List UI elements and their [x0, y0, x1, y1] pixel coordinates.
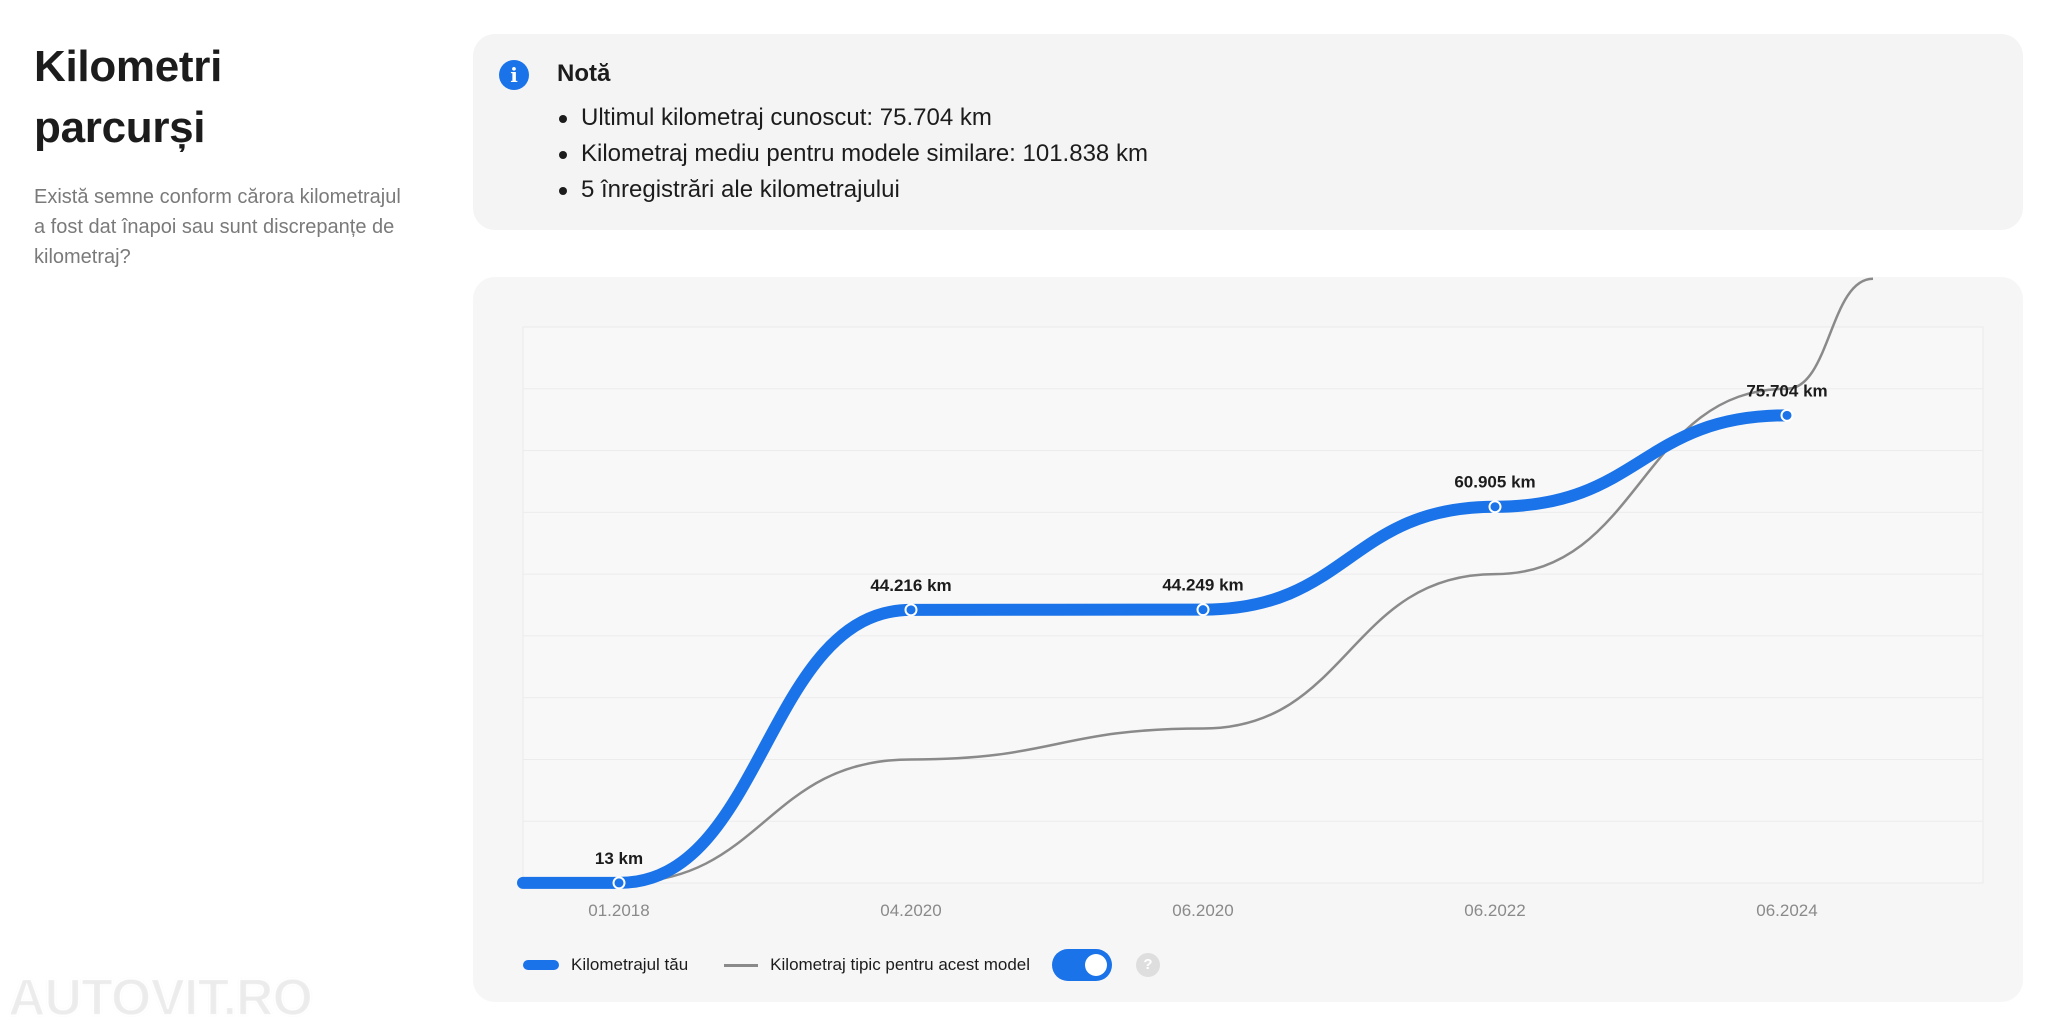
page-title: Kilometri parcurși	[34, 36, 434, 158]
typical-series	[618, 277, 1874, 885]
data-label: 13 km	[595, 849, 643, 868]
data-point	[1488, 500, 1502, 514]
legend-label-your-mileage: Kilometrajul tău	[571, 955, 689, 974]
note-title: Notă	[557, 60, 611, 87]
page-title-line2: parcurși	[34, 103, 206, 152]
chart-legend: Kilometrajul tău Kilometraj tipic pentru…	[523, 947, 1161, 983]
note-panel: i Notă Ultimul kilometraj cunoscut: 75.7…	[473, 34, 2023, 230]
data-point	[612, 876, 626, 890]
x-axis-ticks: 01.2018 04.2020 06.2020 06.2022 06.2024	[588, 901, 1817, 920]
page-title-line1: Kilometri	[34, 42, 222, 91]
typical-mileage-toggle[interactable]	[1052, 949, 1113, 981]
note-item-last-mileage: Ultimul kilometraj cunoscut: 75.704 km	[557, 100, 1148, 136]
page-subtitle: Există semne conform cărora kilometrajul…	[34, 186, 401, 268]
note-item-record-count: 5 înregistrări ale kilometrajului	[557, 172, 1148, 208]
note-list: Ultimul kilometraj cunoscut: 75.704 km K…	[557, 100, 1148, 208]
grid-lines	[523, 388, 1983, 822]
x-tick-label: 01.2018	[588, 901, 649, 920]
data-points	[612, 408, 1794, 890]
data-label: 44.216 km	[870, 576, 951, 595]
legend-label-typical-mileage: Kilometraj tipic pentru acest model	[770, 955, 1031, 974]
typical-mileage-line	[618, 277, 1874, 885]
legend-swatch-typical-mileage	[724, 963, 759, 967]
data-label: 75.704 km	[1746, 381, 1827, 400]
watermark-logo: AUTOVIT.RO	[7, 968, 313, 1028]
toggle-knob	[1085, 954, 1108, 976]
your-mileage-line	[517, 409, 1793, 889]
your-series	[517, 409, 1793, 889]
data-labels: 13 km 44.216 km 44.249 km 60.905 km 75.704 k…	[595, 381, 1828, 868]
x-tick-label: 06.2020	[1172, 901, 1233, 920]
x-tick-label: 06.2024	[1756, 901, 1817, 920]
note-item-average-mileage: Kilometraj mediu pentru modele similare:…	[557, 136, 1148, 172]
section-header: Kilometri parcurși Există semne conform …	[34, 36, 434, 272]
data-point	[1196, 603, 1210, 617]
x-tick-label: 04.2020	[880, 901, 941, 920]
data-label: 44.249 km	[1162, 576, 1243, 595]
info-icon: i	[499, 60, 529, 90]
mileage-chart: 13 km 44.216 km 44.249 km 60.905 km 75.704 k…	[517, 277, 1984, 920]
x-tick-label: 06.2022	[1464, 901, 1525, 920]
data-label: 60.905 km	[1454, 473, 1535, 492]
help-icon[interactable]: ?	[1136, 953, 1161, 977]
mileage-chart-panel: 13 km 44.216 km 44.249 km 60.905 km 75.704 k…	[473, 277, 2023, 1002]
data-point	[904, 603, 918, 617]
data-point	[1780, 408, 1794, 422]
legend-swatch-your-mileage	[523, 960, 559, 970]
